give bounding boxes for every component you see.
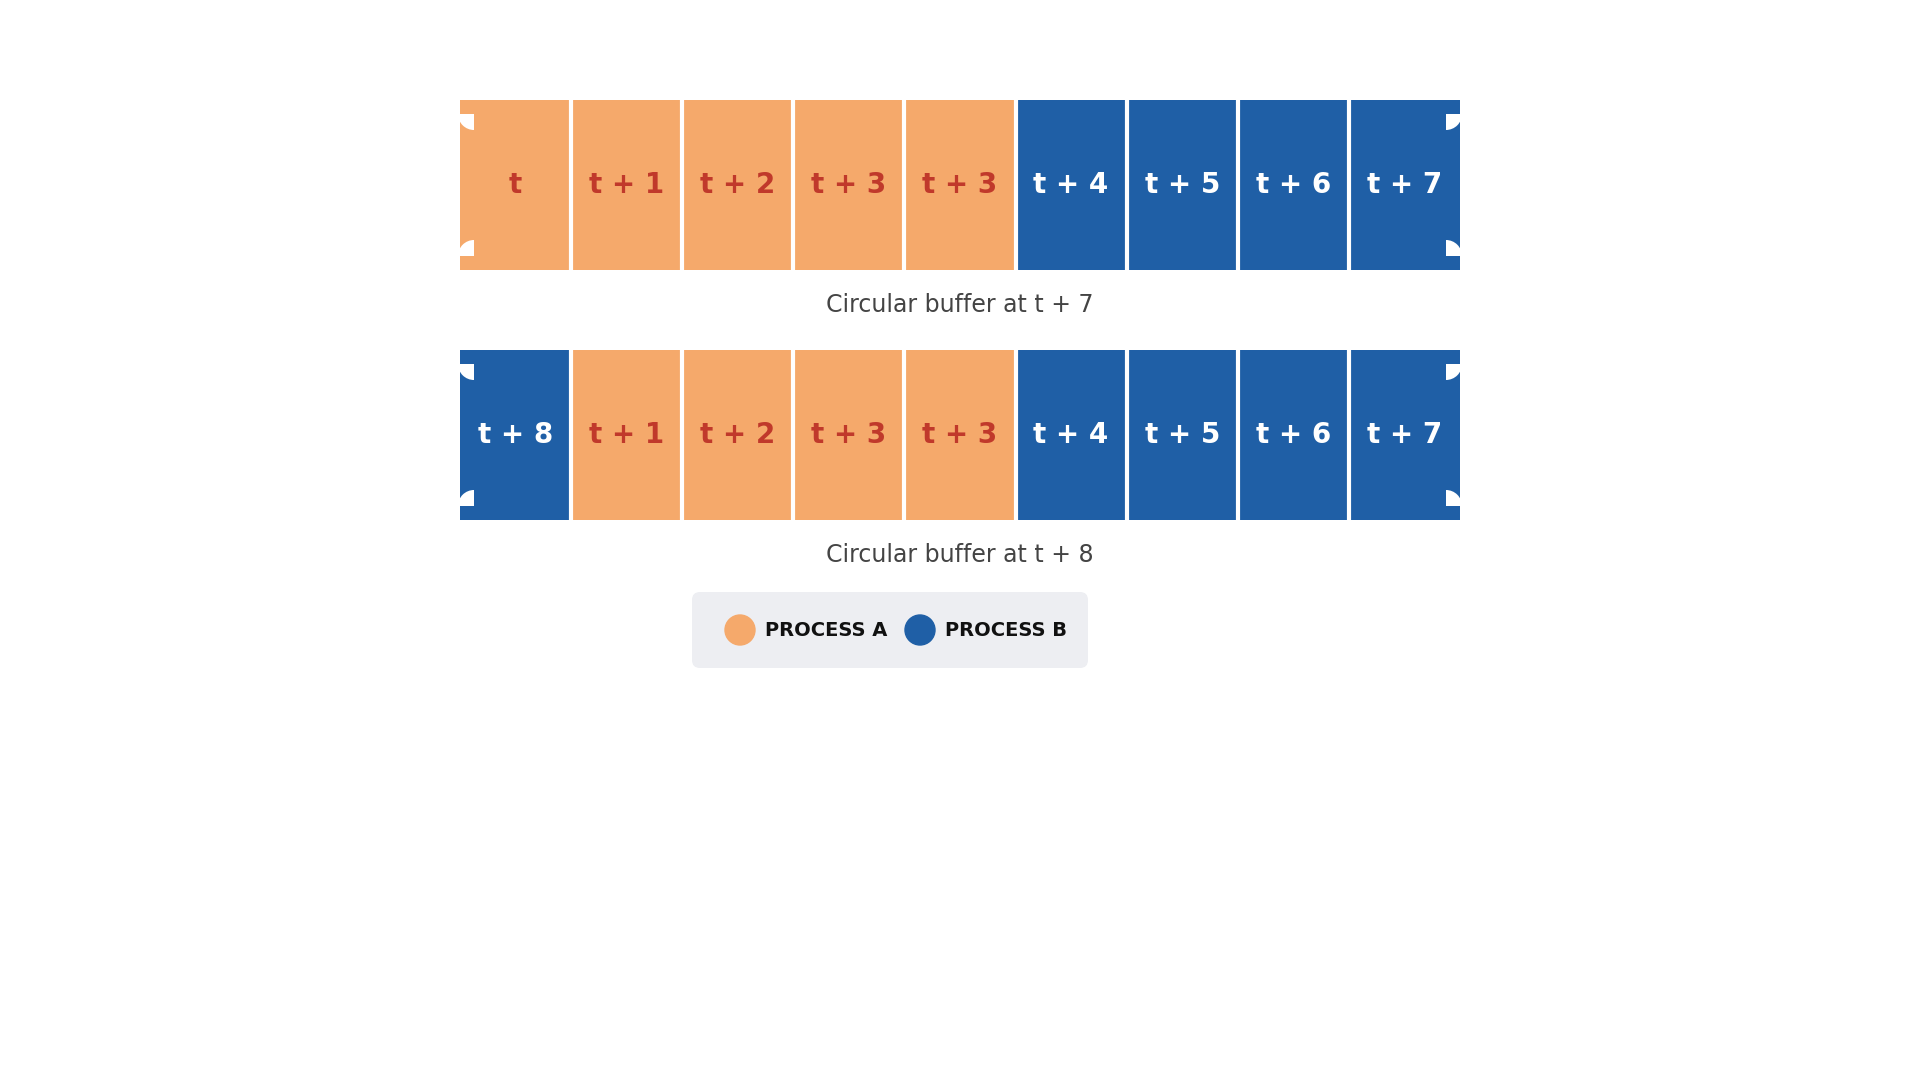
Bar [682, 100, 793, 270]
Text: PROCESS A: PROCESS A [764, 621, 887, 639]
FancyBboxPatch shape [691, 592, 1089, 669]
Text: t + 8: t + 8 [478, 421, 553, 449]
Bar [1016, 100, 1127, 270]
Text: t + 5: t + 5 [1144, 421, 1219, 449]
Text: t + 4: t + 4 [1033, 171, 1108, 199]
Text: t + 3: t + 3 [812, 421, 887, 449]
Text: t + 2: t + 2 [701, 171, 776, 199]
Text: t + 1: t + 1 [589, 171, 664, 199]
Bar [461, 100, 570, 270]
Text: t + 6: t + 6 [1256, 171, 1331, 199]
Bar [682, 350, 793, 519]
Wedge shape [1446, 364, 1461, 380]
Bar [570, 100, 682, 270]
Text: t + 3: t + 3 [922, 171, 998, 199]
Bar [1127, 350, 1238, 519]
Bar [1238, 350, 1350, 519]
Text: t + 5: t + 5 [1144, 171, 1219, 199]
Bar [1016, 350, 1127, 519]
Bar [1350, 100, 1459, 270]
Text: t + 3: t + 3 [922, 421, 998, 449]
Text: Circular buffer at t + 8: Circular buffer at t + 8 [826, 543, 1094, 567]
Wedge shape [459, 490, 474, 507]
Wedge shape [459, 240, 474, 256]
Text: t + 7: t + 7 [1367, 171, 1442, 199]
Wedge shape [1446, 114, 1461, 130]
Text: t + 2: t + 2 [701, 421, 776, 449]
Wedge shape [459, 114, 474, 130]
Text: t: t [509, 171, 522, 199]
Bar [904, 100, 1016, 270]
Bar [1350, 350, 1459, 519]
Bar [1127, 100, 1238, 270]
Text: PROCESS B: PROCESS B [945, 621, 1068, 639]
Wedge shape [459, 364, 474, 380]
Circle shape [726, 615, 755, 645]
Text: t + 7: t + 7 [1367, 421, 1442, 449]
Bar [793, 350, 904, 519]
Circle shape [904, 615, 935, 645]
Wedge shape [1446, 240, 1461, 256]
Bar [461, 350, 570, 519]
Text: t + 6: t + 6 [1256, 421, 1331, 449]
Text: t + 4: t + 4 [1033, 421, 1108, 449]
Bar [793, 100, 904, 270]
Text: t + 3: t + 3 [812, 171, 887, 199]
Text: Circular buffer at t + 7: Circular buffer at t + 7 [826, 293, 1094, 318]
Bar [570, 350, 682, 519]
Text: t + 1: t + 1 [589, 421, 664, 449]
Bar [904, 350, 1016, 519]
Wedge shape [1446, 490, 1461, 507]
Bar [1238, 100, 1350, 270]
